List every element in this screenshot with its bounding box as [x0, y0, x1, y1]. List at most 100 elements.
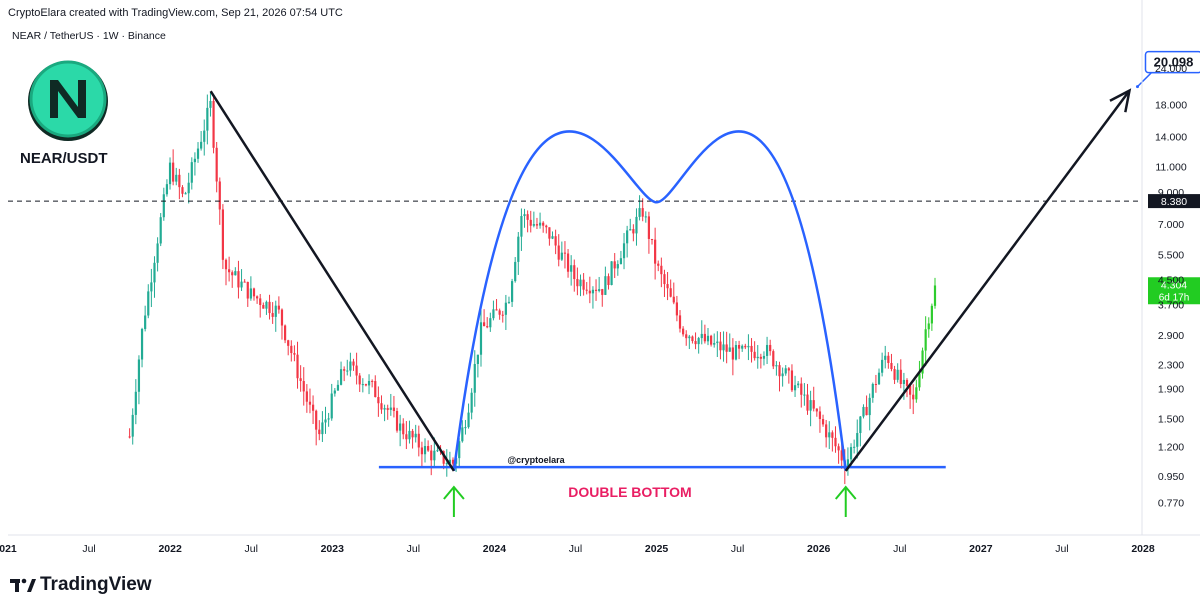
candle-body [728, 347, 731, 352]
candle-body [246, 281, 249, 299]
candle-body [563, 252, 567, 254]
candle-body [529, 219, 532, 226]
candle-body [296, 354, 299, 379]
candle-body [933, 285, 937, 306]
candle-body [793, 385, 797, 391]
candle-body [831, 432, 834, 438]
y-tick-label: 1.200 [1158, 442, 1184, 454]
candle-body [361, 384, 364, 386]
candle-body [734, 345, 738, 360]
attribution-header: CryptoElara created with TradingView.com… [8, 7, 343, 19]
projection-line [844, 89, 1131, 472]
candle-body [812, 400, 815, 409]
candle-body [722, 344, 725, 351]
y-tick-label: 0.950 [1158, 471, 1184, 483]
candle-body [905, 379, 909, 386]
candle-body [635, 216, 638, 234]
candle-body [682, 328, 685, 335]
candle-body [893, 369, 896, 380]
candle-body [283, 325, 287, 341]
candle-body [299, 378, 302, 382]
candle-body [784, 368, 787, 374]
candle-body [131, 414, 134, 437]
candle-body [762, 355, 766, 359]
candle-body [405, 434, 408, 440]
candle-body [150, 282, 153, 292]
candle-body [594, 289, 598, 291]
x-tick-label: Jul [893, 543, 906, 555]
candle-body [828, 432, 831, 438]
candle-body [551, 236, 554, 239]
candle-body [458, 441, 461, 459]
candle-body [644, 216, 647, 218]
candle-body [464, 427, 467, 429]
candle-body [582, 279, 585, 290]
candle-body [871, 383, 874, 398]
candle-body [896, 369, 899, 380]
candle-body [451, 459, 455, 464]
candle-body [159, 217, 162, 244]
candle-body [924, 329, 927, 351]
candle-body [837, 446, 840, 451]
candle-body [862, 406, 865, 417]
candle-body [287, 340, 290, 346]
candle-body [346, 370, 349, 372]
candle-body [884, 355, 887, 360]
candle-body [694, 341, 697, 345]
y-tick-label: 5.500 [1158, 249, 1184, 261]
candle-body [737, 345, 741, 349]
candle-body [196, 148, 200, 159]
candle-body [321, 422, 324, 435]
x-tick-label: Jul [82, 543, 95, 555]
y-tick-label: 2.900 [1158, 330, 1184, 342]
candle-body [302, 381, 305, 392]
y-tick-label: 3.700 [1158, 299, 1184, 311]
candle-body [212, 100, 215, 148]
candle-body [719, 341, 722, 351]
candle-body [392, 407, 396, 412]
candle-body [324, 419, 327, 423]
tradingview-brand[interactable]: TradingView [10, 574, 152, 596]
x-tick-label: 2026 [807, 543, 831, 555]
candle-body [417, 433, 420, 448]
candle-body [548, 227, 551, 239]
candle-body [495, 309, 498, 311]
candle-body [448, 459, 451, 464]
candle-body [678, 315, 682, 329]
x-tick-label: 2022 [158, 543, 182, 555]
candle-body [140, 328, 144, 360]
candle-body [834, 437, 837, 447]
candle-body [305, 391, 308, 402]
candle-body [846, 459, 850, 470]
candle-body [293, 353, 296, 355]
candle-body [252, 288, 256, 297]
candle-body [249, 288, 252, 299]
candle-body [315, 410, 318, 430]
candle-body [915, 387, 918, 400]
candle-body [840, 450, 843, 461]
candle-body [759, 356, 762, 359]
candle-body [193, 158, 197, 163]
y-tick-label: 4.500 [1158, 275, 1184, 287]
candle-body [224, 259, 228, 270]
candle-body [887, 355, 890, 363]
target-callout-box [1144, 50, 1200, 74]
candle-body [598, 289, 601, 291]
candle-body [168, 162, 172, 185]
candle-body [476, 354, 479, 364]
candle-body [147, 291, 150, 316]
candle-body [629, 229, 632, 231]
candle-body [576, 279, 579, 287]
candle-body [706, 335, 710, 342]
candle-body [800, 383, 803, 395]
candle-body [818, 411, 822, 420]
y-tick-label: 11.000 [1155, 162, 1186, 174]
candle-body [797, 383, 800, 386]
candle-body [815, 408, 818, 412]
candle-body [228, 269, 231, 273]
candle-body [311, 404, 315, 411]
axes-layer: 24.000 18.000 14.000 11.000 9.000 7.000 5.500 4… [0, 0, 1200, 555]
candle-body [765, 344, 769, 356]
candle-body [853, 446, 856, 448]
candle-body [402, 423, 405, 435]
